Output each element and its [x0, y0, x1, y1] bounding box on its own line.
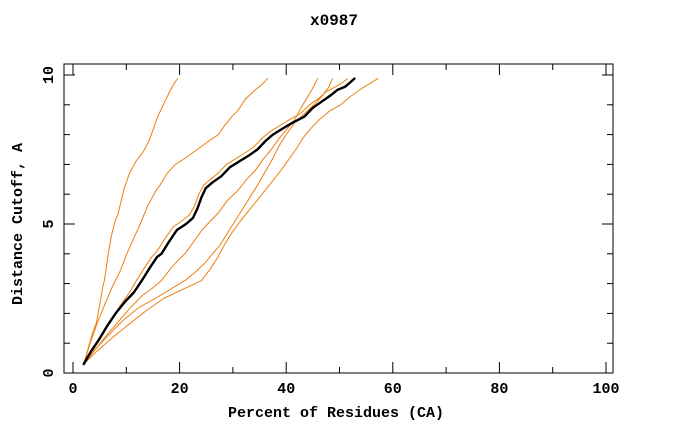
y-axis-label: Distance Cutoff, A: [10, 143, 27, 305]
chart-title: x0987: [310, 12, 358, 30]
x-tick-label: 0: [68, 381, 77, 398]
x-tick-label: 20: [171, 381, 189, 398]
x-tick-label: 40: [277, 381, 295, 398]
series-line-orange-5: [83, 78, 379, 365]
y-tick-label: 10: [41, 66, 58, 84]
series-line-orange-2: [83, 78, 268, 365]
series-line-black-main: [82, 77, 356, 366]
y-tick-label: 5: [41, 219, 58, 228]
axes-frame: [63, 63, 614, 374]
series-line-orange-1: [83, 78, 178, 365]
series-line-orange-4: [83, 78, 334, 365]
x-tick-label: 60: [384, 381, 402, 398]
y-tick-label: 0: [41, 368, 58, 377]
x-tick-label: 100: [592, 381, 619, 398]
tick-labels: 0 20 40 60 80 100 0 5 10: [41, 66, 620, 398]
plot-frame: [63, 63, 614, 374]
series-lines: [82, 77, 379, 366]
series-line-orange-3: [83, 78, 319, 365]
x-axis-label: Percent of Residues (CA): [228, 405, 444, 422]
x-tick-label: 80: [490, 381, 508, 398]
series-line-orange-6: [83, 78, 348, 365]
